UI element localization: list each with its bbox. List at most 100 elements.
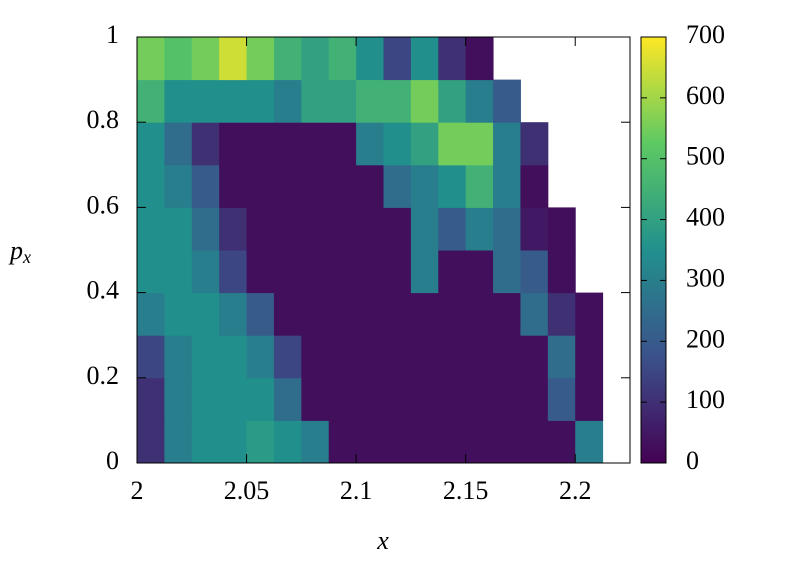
heatmap-cell	[328, 79, 357, 123]
heatmap-cell	[301, 79, 330, 123]
heatmap-cell	[246, 335, 275, 379]
heatmap-cell	[137, 335, 165, 379]
colorbar-tick-label: 0	[686, 446, 699, 475]
heatmap-cell	[328, 207, 357, 251]
heatmap-cell	[273, 122, 302, 166]
heatmap-cell	[246, 79, 275, 123]
heatmap-cell	[328, 164, 357, 208]
heatmap-cell	[465, 37, 494, 81]
heatmap-cell	[219, 37, 248, 81]
heatmap-cell	[137, 79, 165, 123]
heatmap-cell	[137, 207, 165, 251]
heatmap-cell	[356, 377, 384, 421]
heatmap-cell	[356, 37, 384, 81]
heatmap-cell	[575, 377, 604, 421]
heatmap-cell	[493, 420, 521, 464]
heatmap-cell	[547, 292, 576, 336]
heatmap-cell	[356, 122, 384, 166]
heatmap-cell	[273, 377, 302, 421]
heatmap-cell	[438, 37, 467, 81]
heatmap-cell	[273, 164, 302, 208]
heatmap-cell	[493, 377, 521, 421]
heatmap-cell	[465, 377, 494, 421]
heatmap-cell	[164, 377, 193, 421]
heatmap-cell	[356, 250, 384, 294]
colorbar-tick-label: 200	[686, 324, 725, 353]
heatmap-cell	[164, 37, 193, 81]
heatmap-cell	[383, 37, 412, 81]
heatmap-cell	[273, 207, 302, 251]
heatmap-cell	[246, 164, 275, 208]
heatmap-cell	[246, 250, 275, 294]
heatmap-cell	[219, 377, 248, 421]
x-axis-label: x	[376, 526, 389, 555]
heatmap-cell	[438, 122, 467, 166]
heatmap-cell	[520, 420, 549, 464]
heatmap-cell	[383, 164, 412, 208]
heatmap-cell	[191, 37, 220, 81]
heatmap-cell	[273, 420, 302, 464]
heatmap-cell	[191, 122, 220, 166]
heatmap-cell	[438, 79, 467, 123]
heatmap-cell	[438, 164, 467, 208]
heatmap-cell	[520, 335, 549, 379]
heatmap-cell	[164, 250, 193, 294]
heatmap-cell	[301, 207, 330, 251]
heatmap-cell	[137, 164, 165, 208]
y-tick-label: 0.4	[87, 276, 120, 305]
heatmap-cell	[301, 122, 330, 166]
heatmap-cell	[301, 250, 330, 294]
heatmap-cell	[219, 420, 248, 464]
heatmap-cell	[383, 250, 412, 294]
colorbar-tick-label: 500	[686, 142, 725, 171]
heatmap-cell	[328, 377, 357, 421]
heatmap-cell	[164, 207, 193, 251]
heatmap-cell	[301, 377, 330, 421]
heatmap-cell	[301, 292, 330, 336]
heatmap-cell	[547, 250, 576, 294]
heatmap-cell	[438, 377, 467, 421]
heatmap-cell	[465, 250, 494, 294]
heatmap-cell	[191, 79, 220, 123]
heatmap-cell	[410, 420, 439, 464]
heatmap-cell	[328, 420, 357, 464]
heatmap-cell	[493, 292, 521, 336]
heatmap-cell	[273, 37, 302, 81]
heatmap-cell	[191, 207, 220, 251]
heatmap-cell	[246, 37, 275, 81]
heatmap-cell	[328, 122, 357, 166]
heatmap-cell	[410, 122, 439, 166]
heatmap-cell	[383, 207, 412, 251]
y-tick-label: 0.2	[87, 361, 120, 390]
heatmap-cell	[410, 79, 439, 123]
heatmap-cell	[465, 79, 494, 123]
colorbar-tick-label: 600	[686, 81, 725, 110]
heatmap-cell	[575, 335, 604, 379]
heatmap-cell	[465, 292, 494, 336]
heatmap-cell	[520, 164, 549, 208]
heatmap-cell	[191, 164, 220, 208]
heatmap-cell	[547, 420, 576, 464]
heatmap-cell	[219, 250, 248, 294]
x-tick-label: 2.05	[224, 476, 270, 505]
heatmap-cell	[575, 292, 604, 336]
heatmap-cell	[383, 79, 412, 123]
heatmap-cell	[219, 207, 248, 251]
heatmap-cell	[356, 292, 384, 336]
heatmap-cell	[164, 335, 193, 379]
y-tick-label: 1	[106, 20, 119, 49]
heatmap-cell	[301, 335, 330, 379]
heatmap-cell	[465, 122, 494, 166]
heatmap-cell	[465, 335, 494, 379]
heatmap-cell	[328, 250, 357, 294]
heatmap-cell	[547, 207, 576, 251]
heatmap-cell	[246, 420, 275, 464]
heatmap-cell	[273, 250, 302, 294]
heatmap-cell	[493, 164, 521, 208]
heatmap-cell	[191, 335, 220, 379]
heatmap-cell	[137, 377, 165, 421]
heatmap-cell	[547, 377, 576, 421]
plot-frame	[136, 36, 631, 464]
heatmap-cell	[164, 122, 193, 166]
heatmap-cell	[493, 250, 521, 294]
